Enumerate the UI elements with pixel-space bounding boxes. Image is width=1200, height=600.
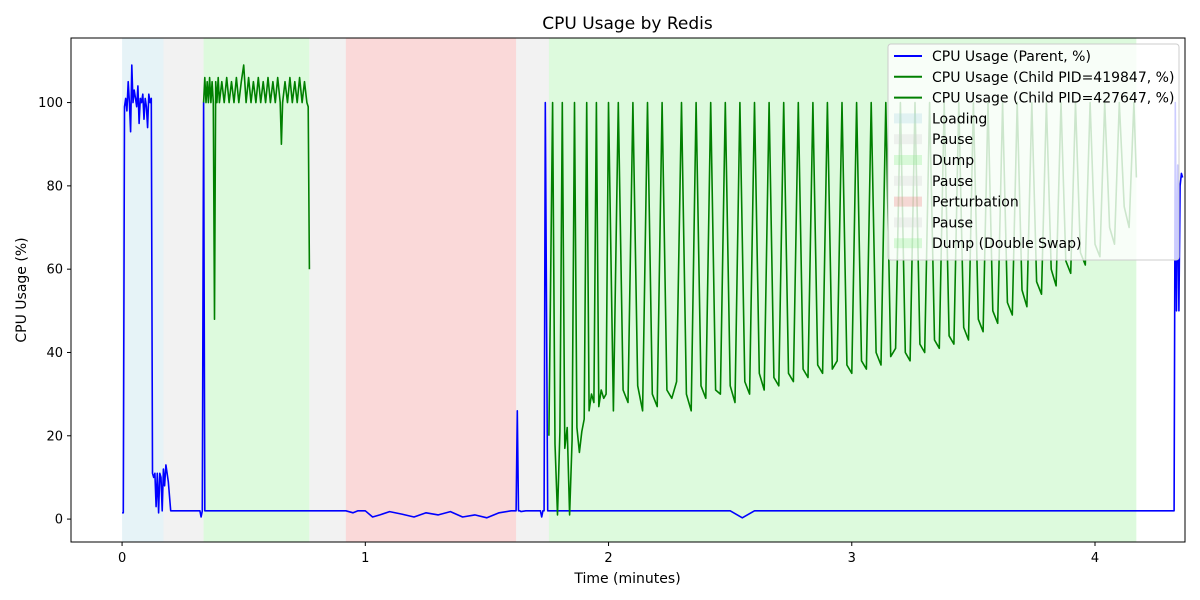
legend-entry-label: Loading [932, 111, 987, 127]
legend-entry-label: Pause [932, 174, 973, 190]
y-tick-label: 60 [46, 263, 63, 278]
y-tick-label: 0 [55, 513, 63, 528]
legend-swatch-patch [894, 134, 922, 145]
y-axis-label: CPU Usage (%) [14, 237, 30, 342]
legend-swatch-patch [894, 113, 922, 124]
legend-entry-label: Pause [932, 215, 973, 231]
plot-area-frame [70, 37, 1186, 543]
series-line-1 [202, 64, 311, 321]
legend-entry-label: CPU Usage (Child PID=419847, %) [932, 70, 1174, 86]
legend: CPU Usage (Parent, %) CPU Usage (Child PI… [887, 43, 1180, 261]
region-loading-0 [122, 38, 164, 542]
legend-entry-label: Perturbation [932, 195, 1019, 211]
y-axis: 0 20 40 60 80 100 [38, 96, 71, 528]
legend-swatch-patch [894, 175, 922, 186]
legend-entry-label: CPU Usage (Parent, %) [932, 49, 1091, 65]
chart-title: CPU Usage by Redis [542, 14, 713, 34]
x-tick-label: 3 [848, 551, 856, 566]
x-tick-label: 4 [1091, 551, 1099, 566]
legend-swatch-patch [894, 217, 922, 228]
legend-entry-label: Dump (Double Swap) [932, 236, 1081, 252]
y-tick-label: 100 [38, 96, 63, 111]
region-perturbation-4 [345, 38, 517, 542]
x-tick-label: 1 [361, 551, 369, 566]
legend-swatch-patch [894, 155, 922, 165]
legend-entry-label: Pause [932, 132, 973, 148]
legend-swatch-patch [894, 196, 922, 207]
x-tick-label: 2 [604, 551, 612, 566]
legend-swatch-patch [894, 238, 922, 249]
x-axis: 0 1 2 3 4 [118, 542, 1099, 566]
legend-box [887, 43, 1180, 261]
x-axis-label: Time (minutes) [573, 571, 680, 587]
x-tick-label: 0 [118, 551, 126, 566]
region-dump-2 [203, 38, 310, 542]
series-line-0 [122, 64, 1184, 519]
region-pause-3 [309, 38, 346, 542]
region-pause-1 [163, 38, 204, 542]
y-tick-label: 80 [46, 179, 63, 194]
y-tick-label: 40 [46, 346, 63, 361]
legend-entry-label: Dump [932, 153, 974, 169]
y-tick-label: 20 [46, 429, 63, 444]
legend-entry-label: CPU Usage (Child PID=427647, %) [932, 91, 1174, 107]
